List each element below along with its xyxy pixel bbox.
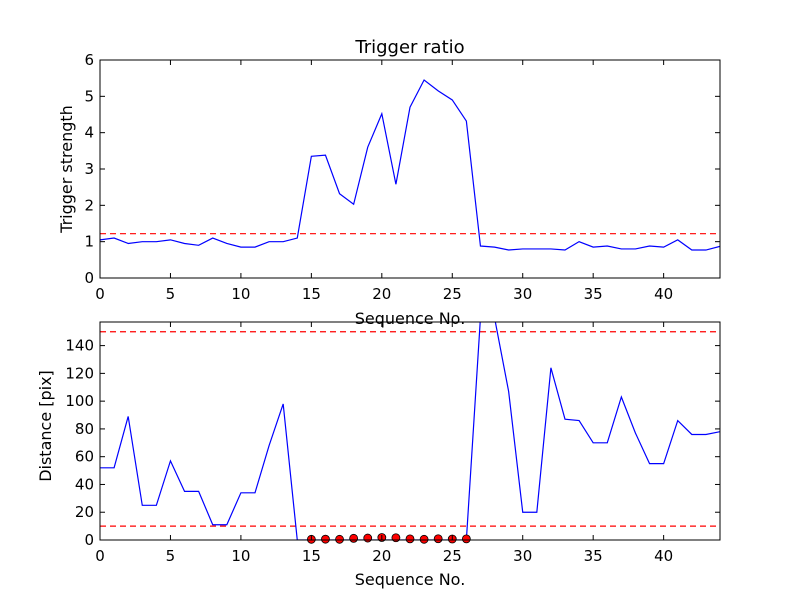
data-marker bbox=[335, 534, 344, 544]
data-marker bbox=[433, 534, 443, 544]
x-tick-label: 30 bbox=[513, 285, 532, 303]
y-tick-label: 4 bbox=[84, 124, 94, 142]
y-tick-label: 80 bbox=[75, 420, 94, 438]
y-tick-label: 0 bbox=[84, 531, 94, 549]
y-tick-label: 140 bbox=[65, 337, 94, 355]
x-tick-label: 0 bbox=[95, 285, 105, 303]
x-tick-label: 15 bbox=[302, 285, 321, 303]
y-axis-label: Trigger strength bbox=[57, 105, 76, 234]
x-tick-label: 40 bbox=[654, 285, 673, 303]
plot-frame bbox=[99, 59, 721, 279]
x-tick-label: 15 bbox=[302, 547, 321, 565]
y-tick-label: 1 bbox=[84, 233, 94, 251]
y-tick-label: 40 bbox=[75, 475, 94, 493]
x-tick-label: 10 bbox=[231, 285, 250, 303]
x-tick-label: 35 bbox=[584, 547, 603, 565]
trigger-ratio-chart: Trigger ratio 0 5 10 15 20 25 30 35 40 0 1 2 3 4 5 6 S… bbox=[57, 37, 721, 328]
x-tick-label: 20 bbox=[372, 547, 391, 565]
x-tick-label: 10 bbox=[231, 547, 250, 565]
distance-chart: 0 5 10 15 20 25 30 35 40 0 20 40 60 80 100 120 140 Sequ… bbox=[36, 321, 721, 589]
plot-frame bbox=[99, 321, 721, 541]
y-tick-label: 120 bbox=[65, 364, 94, 382]
x-tick-label: 35 bbox=[584, 285, 603, 303]
data-marker bbox=[405, 534, 415, 544]
y-tick-label: 2 bbox=[84, 196, 94, 214]
y-tick-label: 0 bbox=[84, 269, 94, 287]
x-tick-label: 40 bbox=[654, 547, 673, 565]
data-marker bbox=[391, 533, 401, 543]
data-marker bbox=[461, 534, 471, 544]
data-marker bbox=[419, 534, 429, 544]
data-marker bbox=[349, 533, 359, 543]
y-tick-label: 3 bbox=[84, 160, 94, 178]
series-line bbox=[100, 79, 720, 251]
series-line bbox=[100, 322, 720, 540]
x-tick-label: 5 bbox=[166, 547, 176, 565]
x-tick-label: 30 bbox=[513, 547, 532, 565]
x-axis-label: Sequence No. bbox=[355, 570, 466, 589]
y-axis-label: Distance [pix] bbox=[36, 370, 55, 482]
x-tick-label: 25 bbox=[443, 547, 462, 565]
y-tick-label: 20 bbox=[75, 503, 94, 521]
y-tick-label: 5 bbox=[84, 87, 94, 105]
y-tick-label: 100 bbox=[65, 392, 94, 410]
x-tick-label: 25 bbox=[443, 285, 462, 303]
x-tick-label: 20 bbox=[372, 285, 391, 303]
y-tick-label: 6 bbox=[84, 51, 94, 69]
data-marker bbox=[321, 534, 330, 544]
x-tick-label: 5 bbox=[166, 285, 176, 303]
chart-title: Trigger ratio bbox=[354, 37, 464, 58]
x-axis-label: Sequence No. bbox=[355, 309, 466, 328]
y-tick-label: 60 bbox=[75, 448, 94, 466]
x-tick-label: 0 bbox=[95, 547, 105, 565]
data-marker bbox=[363, 533, 373, 543]
